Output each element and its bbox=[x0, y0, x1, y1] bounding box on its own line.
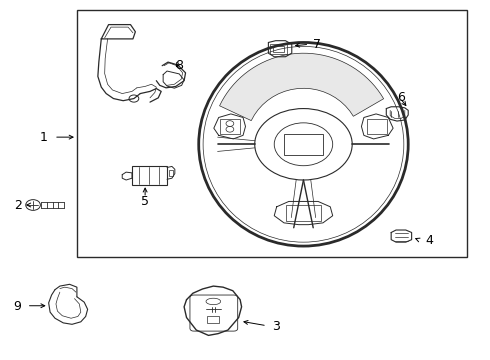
Bar bbox=[207, 316, 219, 323]
Bar bbox=[169, 170, 173, 176]
Polygon shape bbox=[220, 53, 384, 121]
Bar bbox=[220, 119, 240, 134]
Text: 8: 8 bbox=[175, 59, 183, 72]
Text: 4: 4 bbox=[425, 234, 433, 247]
Text: 1: 1 bbox=[40, 131, 48, 144]
Text: 3: 3 bbox=[272, 320, 280, 333]
Bar bbox=[132, 166, 167, 185]
Bar bbox=[273, 46, 284, 52]
Text: 2: 2 bbox=[14, 198, 22, 212]
Text: 6: 6 bbox=[397, 91, 405, 104]
Text: 7: 7 bbox=[313, 38, 321, 51]
Bar bbox=[270, 44, 288, 54]
Text: 9: 9 bbox=[13, 300, 21, 313]
Text: 5: 5 bbox=[141, 195, 149, 208]
Bar bbox=[287, 205, 320, 221]
Bar bbox=[77, 10, 466, 257]
Bar bbox=[284, 134, 323, 155]
Bar bbox=[368, 119, 387, 134]
